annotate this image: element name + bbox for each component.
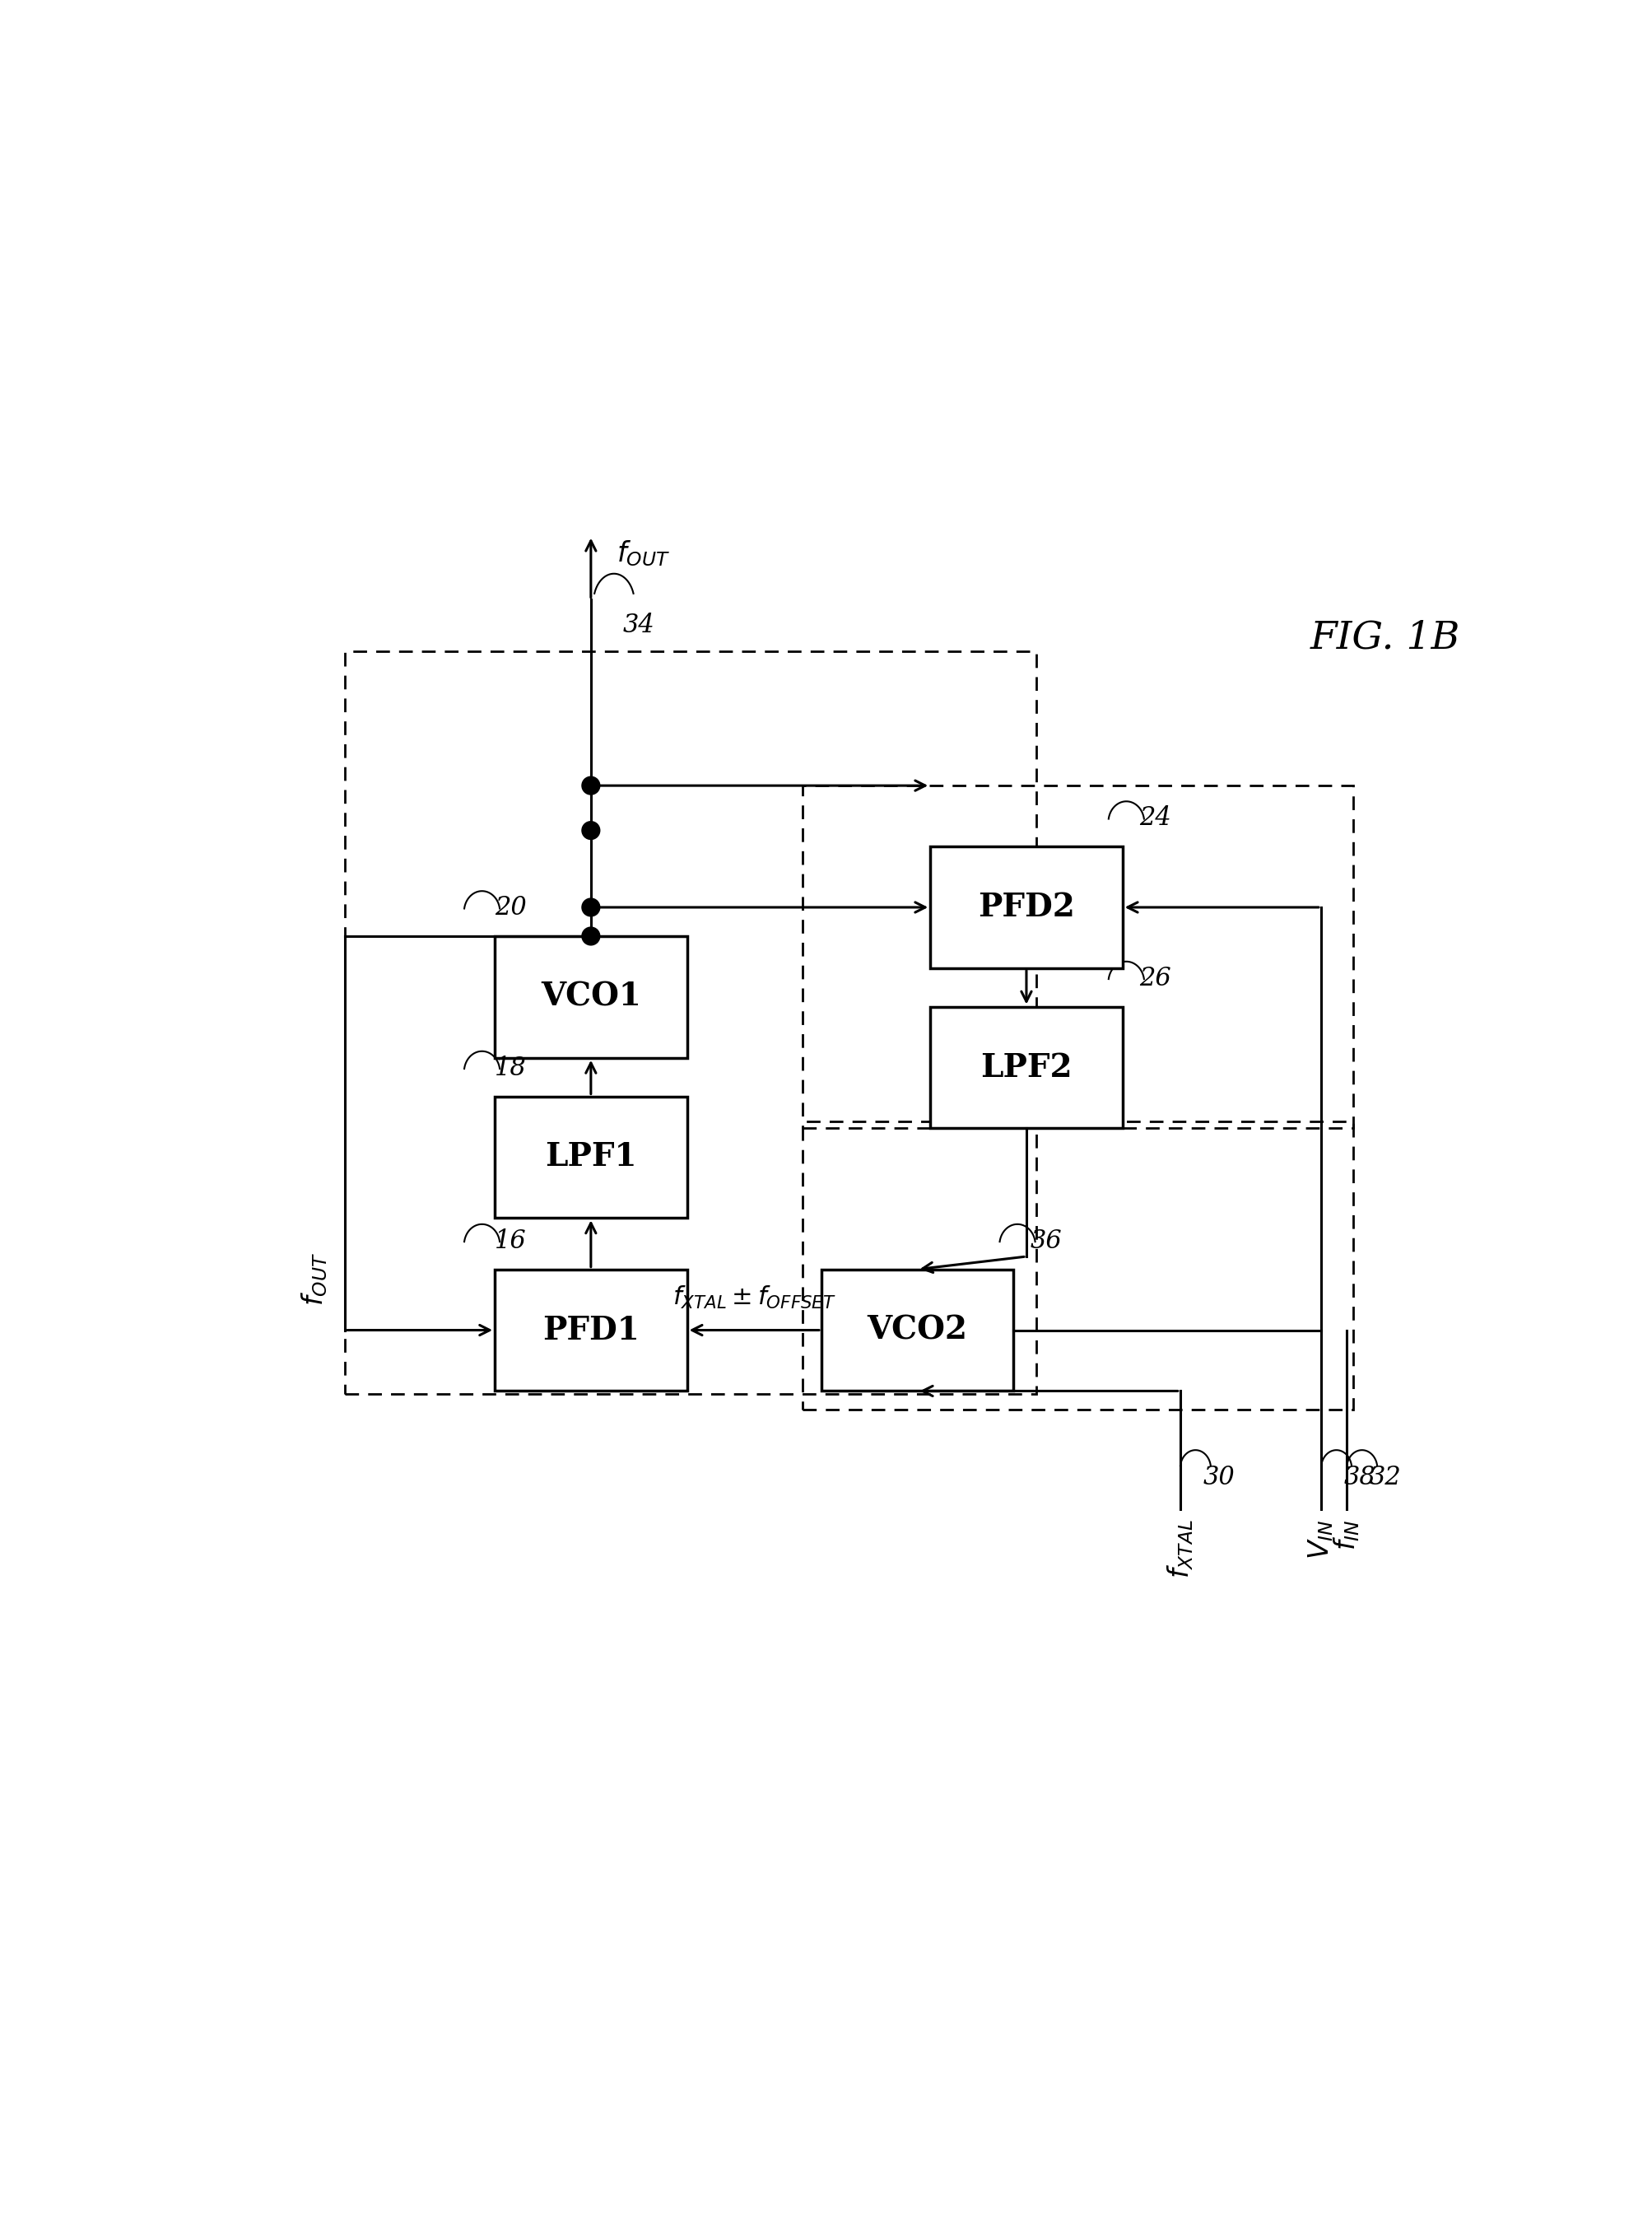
- Bar: [801, 1121, 1353, 1410]
- Bar: [494, 936, 687, 1058]
- Circle shape: [582, 898, 600, 916]
- Text: $f_{OUT}$: $f_{OUT}$: [616, 539, 669, 568]
- Bar: [801, 786, 1353, 1127]
- Bar: [494, 1096, 687, 1219]
- Text: 32: 32: [1370, 1464, 1401, 1491]
- Text: 24: 24: [1138, 807, 1170, 831]
- Text: VCO1: VCO1: [540, 980, 641, 1014]
- Bar: [345, 651, 1036, 1395]
- Text: 36: 36: [1029, 1228, 1062, 1254]
- Circle shape: [582, 778, 600, 795]
- Text: $f_{IN}$: $f_{IN}$: [1332, 1519, 1361, 1551]
- Text: PFD2: PFD2: [978, 891, 1074, 922]
- Text: $f_{XTAL}\pm f_{OFFSET}$: $f_{XTAL}\pm f_{OFFSET}$: [672, 1286, 836, 1310]
- Text: $V_{IN}$: $V_{IN}$: [1307, 1519, 1335, 1560]
- Text: 30: 30: [1203, 1464, 1234, 1491]
- Bar: [930, 847, 1122, 969]
- Text: 18: 18: [494, 1056, 527, 1081]
- Text: FIG. 1B: FIG. 1B: [1310, 619, 1459, 657]
- Text: VCO2: VCO2: [867, 1315, 968, 1346]
- Circle shape: [582, 822, 600, 840]
- Text: $f_{XTAL}$: $f_{XTAL}$: [1165, 1519, 1194, 1580]
- Text: 34: 34: [623, 613, 654, 637]
- Text: 16: 16: [494, 1228, 527, 1254]
- Text: 20: 20: [494, 896, 527, 920]
- Text: $f_{OUT}$: $f_{OUT}$: [301, 1252, 329, 1306]
- Text: LPF1: LPF1: [545, 1141, 636, 1172]
- Circle shape: [582, 927, 600, 945]
- Bar: [494, 1270, 687, 1390]
- Text: PFD1: PFD1: [542, 1315, 639, 1346]
- Text: 26: 26: [1138, 965, 1170, 991]
- Bar: [821, 1270, 1013, 1390]
- Text: LPF2: LPF2: [980, 1052, 1072, 1083]
- Bar: [930, 1007, 1122, 1127]
- Text: 38: 38: [1343, 1464, 1374, 1491]
